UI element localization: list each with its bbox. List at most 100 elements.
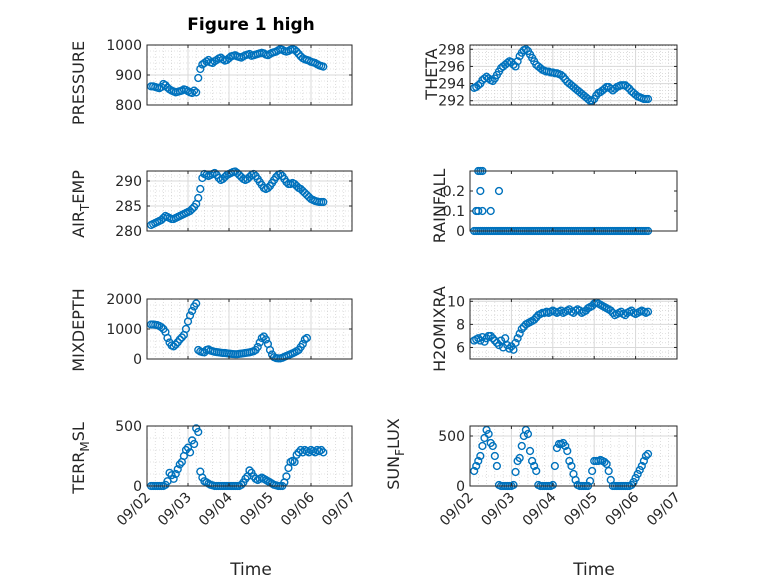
sun-flux-data-point (521, 425, 530, 435)
terr-msl-x-tick-label: 09/02 (114, 490, 154, 530)
sun-flux-data-point (639, 456, 648, 466)
theta-y-tick-label: 294 (438, 77, 465, 93)
terr-msl-data-point (181, 445, 191, 455)
x-axis-label-left: Time (229, 560, 272, 580)
sun-flux-data-point (635, 465, 644, 475)
h2omixra-data-point (515, 329, 524, 338)
pressure-data-point (319, 62, 328, 71)
theta-axes-box (469, 44, 678, 106)
terr-msl-data-point (290, 457, 299, 467)
terr-msl-data-point (185, 448, 195, 457)
mixdepth-data-point (302, 333, 312, 343)
terr-msl-data-point (171, 469, 180, 479)
sun-flux-x-tick-label: 09/04 (520, 489, 560, 529)
sun-flux-data-point (643, 449, 653, 459)
figure-title: Figure 1 high (187, 15, 315, 35)
theta-data-point (536, 64, 545, 73)
terr-msl-y-tick-label: 500 (115, 419, 142, 435)
sun-flux-data-point (550, 461, 559, 471)
rainfall-plot-area (469, 170, 678, 232)
h2omixra-axes-box (469, 298, 678, 360)
sun-flux-data-point (600, 457, 609, 467)
pressure-y-tick-label: 900 (115, 68, 142, 84)
rainfall-ylabel: RAINFALL (430, 169, 449, 244)
pressure-data-point (192, 88, 201, 97)
h2omixra-data-point (606, 306, 615, 315)
h2omixra-data-point (513, 334, 522, 343)
rainfall-y-tick-label: 0.1 (443, 204, 465, 220)
pressure-data-point (188, 88, 197, 98)
mixdepth-data-point (192, 299, 201, 308)
air-temp-data-point (319, 197, 328, 207)
mixdepth-data-point (257, 333, 266, 343)
sun-flux-y-tick-label: 0 (456, 479, 465, 495)
theta-y-tick-label: 296 (438, 59, 465, 75)
sun-flux-data-point (490, 451, 499, 461)
pressure-data-point (194, 73, 203, 83)
sun-flux-y-tick-label: 500 (438, 429, 465, 445)
sun-flux-x-tick-label: 09/06 (603, 489, 643, 529)
h2omixra-data-point (530, 315, 539, 324)
sun-flux-data-point (525, 446, 535, 456)
pressure-data-point (294, 49, 303, 59)
sun-flux-data-point (488, 441, 497, 451)
mixdepth-data-point (171, 340, 180, 349)
theta-data-point (513, 57, 522, 66)
h2omixra-data-point (488, 334, 497, 343)
h2omixra-y-tick-label: 6 (456, 340, 465, 356)
terr-msl-y-tick-label: 0 (133, 479, 142, 495)
mixdepth-data-point (300, 335, 309, 344)
h2omixra-y-tick-label: 10 (447, 294, 465, 310)
mixdepth-y-tick-label: 2000 (106, 292, 142, 308)
sun-flux-data-point (470, 466, 479, 476)
air-temp-data-point (196, 184, 205, 194)
rainfall-y-tick-label: 0.2 (443, 184, 465, 200)
mixdepth-y-tick-label: 1000 (106, 322, 142, 338)
sun-flux-data-point (567, 461, 576, 471)
terr-msl-data-point (237, 480, 246, 489)
sun-flux-data-point (637, 461, 646, 471)
sun-flux-data-point (478, 441, 487, 451)
sun-flux-data-point (585, 476, 595, 486)
h2omixra-ylabel: H2OMIXRA (430, 286, 449, 372)
terr-msl-data-point (245, 466, 254, 475)
sun-flux-data-point (472, 461, 481, 471)
theta-ylabel: THETA (422, 48, 441, 100)
theta-data-point (643, 94, 653, 104)
theta-y-tick-label: 298 (438, 42, 465, 58)
terr-msl-x-tick-label: 09/03 (155, 490, 195, 530)
h2omixra-data-point (643, 307, 653, 316)
air-temp-data-point (210, 168, 219, 178)
sun-flux-data-point (532, 466, 541, 476)
sun-flux-data-point (561, 441, 570, 451)
mixdepth-data-point (157, 323, 166, 332)
pressure-data-point (196, 64, 205, 74)
rainfall-data-point (478, 206, 487, 216)
rainfall-data-point (494, 186, 504, 196)
sun-flux-data-point (604, 466, 613, 476)
sun-flux-data-point (563, 446, 572, 456)
terr-msl-axes-box (146, 425, 353, 487)
theta-data-point (588, 96, 597, 105)
mixdepth-data-point (298, 339, 307, 349)
terr-msl-data-point (282, 472, 291, 481)
air-temp-data-point (263, 183, 273, 193)
h2omixra-data-point (511, 338, 520, 347)
rainfall-panel: RAINFALL 0 0.1 0.2 (430, 166, 678, 244)
h2omixra-data-point (492, 338, 502, 347)
air-temp-axes-box (146, 170, 353, 232)
terr-msl-data-point (183, 443, 193, 452)
sun-flux-panel: SUNFLUX 0 500 09/02 09/03 09/04 09/05 09/06 09/… (384, 418, 684, 529)
air-temp-panel: AIRTEMP 280 285 290 (69, 167, 353, 240)
terr-msl-x-tick-label: 09/05 (237, 490, 277, 530)
sun-flux-axes-box (469, 425, 678, 487)
air-temp-y-tick-label: 285 (115, 199, 142, 215)
sun-flux-data-point (515, 453, 524, 463)
sun-flux-x-tick-label: 09/02 (437, 490, 477, 530)
pressure-panel: PRESSURE 800 900 1000 (69, 38, 353, 125)
terr-msl-data-point (169, 474, 178, 483)
sun-flux-data-point (527, 456, 537, 466)
mixdepth-data-point (163, 333, 172, 343)
h2omixra-data-point (505, 344, 514, 353)
